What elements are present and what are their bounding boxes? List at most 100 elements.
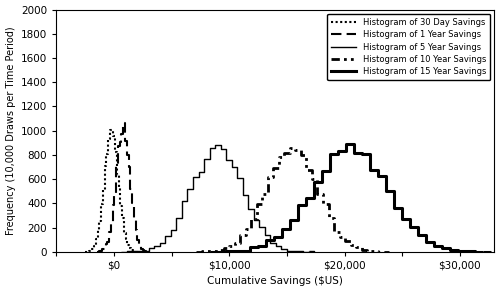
Histogram of 1 Year Savings	[132, 228, 138, 232]
Histogram of 1 Year Savings	[131, 217, 137, 220]
Histogram of 5 Year Savings	[118, 250, 124, 253]
Histogram of 1 Year Savings	[126, 165, 132, 168]
Histogram of 5 Year Savings	[196, 171, 202, 174]
Histogram of 1 Year Savings	[116, 141, 122, 144]
Line: Histogram of 5 Year Savings: Histogram of 5 Year Savings	[122, 145, 308, 252]
Histogram of 10 Year Savings	[276, 155, 282, 158]
Histogram of 30 Day Savings	[107, 128, 113, 131]
Histogram of 30 Day Savings	[132, 250, 138, 253]
Histogram of 15 Year Savings	[360, 153, 366, 156]
Histogram of 10 Year Savings	[194, 250, 200, 254]
Histogram of 10 Year Savings	[238, 233, 244, 237]
X-axis label: Cumulative Savings ($US): Cumulative Savings ($US)	[208, 277, 344, 286]
Histogram of 1 Year Savings	[122, 140, 128, 143]
Histogram of 30 Day Savings	[110, 134, 116, 137]
Histogram of 10 Year Savings	[221, 246, 227, 250]
Histogram of 1 Year Savings	[120, 121, 126, 125]
Histogram of 15 Year Savings	[280, 227, 285, 231]
Histogram of 15 Year Savings	[464, 250, 469, 253]
Histogram of 1 Year Savings	[104, 241, 110, 244]
Histogram of 30 Day Savings	[98, 202, 104, 206]
Histogram of 30 Day Savings	[126, 246, 132, 250]
Histogram of 15 Year Savings	[432, 244, 438, 248]
Histogram of 10 Year Savings	[331, 230, 337, 234]
Histogram of 30 Day Savings	[130, 249, 136, 252]
Histogram of 1 Year Savings	[140, 248, 145, 252]
Histogram of 5 Year Savings	[228, 166, 234, 169]
Histogram of 15 Year Savings	[392, 206, 398, 210]
Histogram of 1 Year Savings	[102, 242, 108, 246]
Histogram of 5 Year Savings	[245, 207, 251, 211]
Histogram of 10 Year Savings	[199, 249, 205, 253]
Histogram of 5 Year Savings	[289, 249, 295, 253]
Histogram of 15 Year Savings	[272, 235, 278, 239]
Histogram of 30 Day Savings	[114, 173, 120, 177]
Histogram of 5 Year Savings	[168, 228, 174, 232]
Histogram of 15 Year Savings	[368, 168, 374, 171]
Histogram of 15 Year Savings	[472, 250, 478, 253]
Histogram of 15 Year Savings	[223, 249, 229, 253]
Histogram of 15 Year Savings	[408, 225, 414, 229]
Histogram of 10 Year Savings	[370, 249, 376, 253]
Histogram of 15 Year Savings	[215, 250, 221, 253]
Histogram of 10 Year Savings	[342, 239, 348, 243]
Histogram of 1 Year Savings	[142, 249, 148, 253]
Histogram of 10 Year Savings	[287, 146, 293, 150]
Histogram of 10 Year Savings	[226, 244, 232, 248]
Histogram of 5 Year Savings	[157, 241, 163, 245]
Histogram of 5 Year Savings	[256, 225, 262, 229]
Histogram of 15 Year Savings	[288, 218, 294, 222]
Histogram of 15 Year Savings	[384, 189, 390, 192]
Line: Histogram of 10 Year Savings: Histogram of 10 Year Savings	[196, 148, 384, 252]
Histogram of 5 Year Savings	[300, 250, 306, 254]
Histogram of 5 Year Savings	[206, 147, 212, 150]
Histogram of 30 Day Savings	[119, 216, 125, 220]
Histogram of 10 Year Savings	[260, 192, 266, 196]
Histogram of 1 Year Savings	[96, 249, 102, 253]
Histogram of 15 Year Savings	[328, 152, 334, 155]
Histogram of 10 Year Savings	[375, 250, 381, 254]
Histogram of 10 Year Savings	[353, 246, 359, 249]
Histogram of 1 Year Savings	[115, 144, 121, 147]
Histogram of 10 Year Savings	[326, 216, 332, 220]
Histogram of 15 Year Savings	[440, 246, 446, 250]
Histogram of 30 Day Savings	[88, 247, 94, 251]
Histogram of 15 Year Savings	[416, 233, 422, 237]
Histogram of 10 Year Savings	[243, 227, 249, 231]
Histogram of 30 Day Savings	[118, 204, 124, 208]
Histogram of 10 Year Savings	[216, 248, 222, 251]
Histogram of 10 Year Savings	[309, 177, 315, 180]
Histogram of 30 Day Savings	[121, 232, 127, 235]
Histogram of 30 Day Savings	[116, 185, 121, 189]
Histogram of 1 Year Savings	[112, 191, 117, 194]
Histogram of 5 Year Savings	[250, 218, 256, 222]
Histogram of 15 Year Savings	[424, 240, 430, 244]
Histogram of 15 Year Savings	[296, 204, 302, 207]
Histogram of 30 Day Savings	[134, 250, 140, 254]
Histogram of 5 Year Savings	[162, 234, 168, 238]
Histogram of 1 Year Savings	[129, 201, 135, 205]
Histogram of 15 Year Savings	[312, 180, 318, 184]
Histogram of 1 Year Savings	[136, 243, 142, 246]
Histogram of 15 Year Savings	[336, 149, 342, 153]
Histogram of 5 Year Savings	[212, 144, 218, 147]
Histogram of 30 Day Savings	[86, 249, 92, 253]
Histogram of 30 Day Savings	[94, 229, 100, 232]
Histogram of 5 Year Savings	[140, 249, 146, 252]
Histogram of 5 Year Savings	[190, 175, 196, 179]
Histogram of 15 Year Savings	[480, 250, 486, 254]
Histogram of 1 Year Savings	[118, 132, 124, 135]
Histogram of 1 Year Savings	[124, 153, 130, 157]
Legend: Histogram of 30 Day Savings, Histogram of 1 Year Savings, Histogram of 5 Year Sa: Histogram of 30 Day Savings, Histogram o…	[327, 14, 490, 80]
Histogram of 5 Year Savings	[240, 193, 246, 197]
Histogram of 10 Year Savings	[298, 154, 304, 157]
Histogram of 5 Year Savings	[223, 158, 229, 161]
Histogram of 10 Year Savings	[210, 249, 216, 253]
Histogram of 5 Year Savings	[184, 187, 190, 191]
Histogram of 5 Year Savings	[218, 147, 224, 150]
Histogram of 1 Year Savings	[99, 247, 105, 251]
Histogram of 15 Year Savings	[456, 249, 462, 253]
Histogram of 30 Day Savings	[102, 165, 107, 168]
Histogram of 30 Day Savings	[100, 188, 106, 191]
Histogram of 5 Year Savings	[174, 216, 180, 220]
